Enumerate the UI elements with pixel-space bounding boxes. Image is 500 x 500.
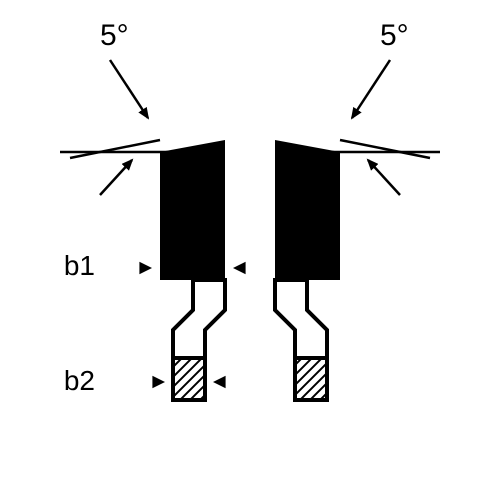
angle-arrow-left_upper [110,60,148,118]
dimension-label-b2: b2 [64,365,95,396]
hatch-box-left [173,358,205,400]
dim-arrow-b2_right [213,376,226,389]
hatch-box-right [295,358,327,400]
dim-arrow-b1_left [139,262,152,275]
blade [275,140,340,280]
dim-arrow-b1_right [233,262,246,275]
dimension-label-b1: b1 [64,250,95,281]
tooth-diagram: 5° 5° b1 b2 [0,0,500,500]
angle-arrow-left_lower [100,160,132,195]
angle-label-right: 5° [380,19,409,52]
angle-slope [70,140,160,158]
angle-arrow-right_upper [352,60,390,118]
angle-label-left: 5° [100,19,129,52]
angle-slope [340,140,430,158]
dim-arrow-b2_left [152,376,165,389]
angle-arrow-right_lower [368,160,400,195]
blade [160,140,225,280]
